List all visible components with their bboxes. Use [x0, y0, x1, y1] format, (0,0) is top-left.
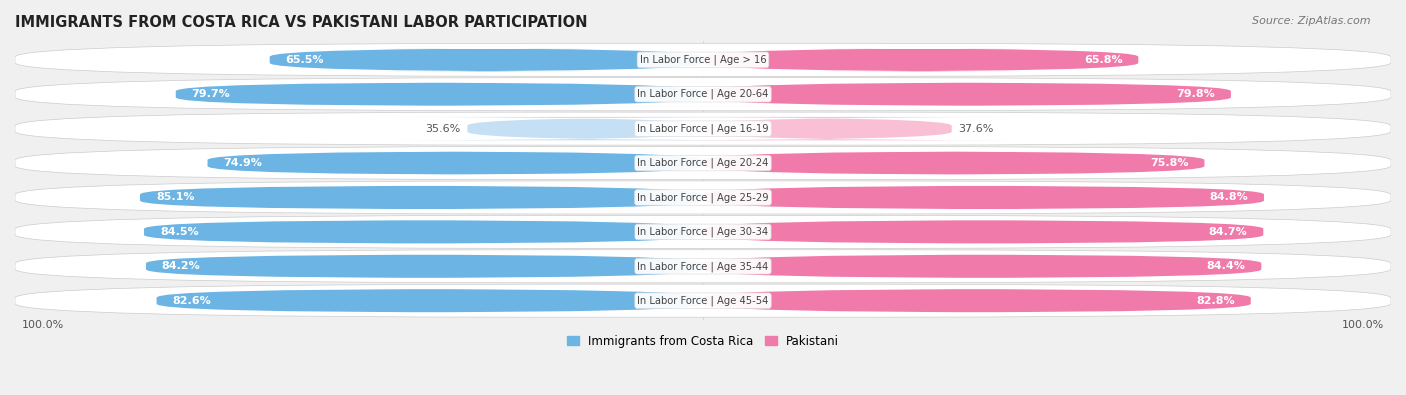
Text: 84.5%: 84.5%	[160, 227, 198, 237]
FancyBboxPatch shape	[208, 151, 703, 175]
Text: In Labor Force | Age 20-64: In Labor Force | Age 20-64	[637, 89, 769, 100]
FancyBboxPatch shape	[15, 284, 1391, 317]
FancyBboxPatch shape	[703, 220, 1264, 244]
Text: 84.2%: 84.2%	[162, 261, 201, 271]
Text: 84.7%: 84.7%	[1209, 227, 1247, 237]
Text: In Labor Force | Age 20-24: In Labor Force | Age 20-24	[637, 158, 769, 168]
FancyBboxPatch shape	[703, 255, 1261, 278]
Text: In Labor Force | Age 30-34: In Labor Force | Age 30-34	[637, 227, 769, 237]
FancyBboxPatch shape	[15, 250, 1391, 283]
FancyBboxPatch shape	[703, 289, 1251, 312]
FancyBboxPatch shape	[156, 289, 703, 312]
Text: Source: ZipAtlas.com: Source: ZipAtlas.com	[1253, 16, 1371, 26]
FancyBboxPatch shape	[373, 117, 799, 140]
Text: 100.0%: 100.0%	[21, 320, 63, 329]
Text: 75.8%: 75.8%	[1150, 158, 1188, 168]
FancyBboxPatch shape	[143, 220, 703, 244]
FancyBboxPatch shape	[15, 147, 1391, 180]
Text: In Labor Force | Age 25-29: In Labor Force | Age 25-29	[637, 192, 769, 203]
FancyBboxPatch shape	[146, 255, 703, 278]
FancyBboxPatch shape	[703, 48, 1139, 71]
Text: 82.8%: 82.8%	[1197, 296, 1234, 306]
Text: 100.0%: 100.0%	[1343, 320, 1385, 329]
Text: In Labor Force | Age > 16: In Labor Force | Age > 16	[640, 55, 766, 65]
FancyBboxPatch shape	[176, 83, 703, 106]
FancyBboxPatch shape	[15, 112, 1391, 145]
FancyBboxPatch shape	[703, 186, 1264, 209]
Text: In Labor Force | Age 35-44: In Labor Force | Age 35-44	[637, 261, 769, 271]
Text: 35.6%: 35.6%	[426, 124, 461, 134]
Text: 65.5%: 65.5%	[285, 55, 323, 65]
FancyBboxPatch shape	[141, 186, 703, 209]
Legend: Immigrants from Costa Rica, Pakistani: Immigrants from Costa Rica, Pakistani	[562, 330, 844, 353]
FancyBboxPatch shape	[15, 43, 1391, 76]
Text: 79.7%: 79.7%	[191, 89, 231, 99]
Text: 74.9%: 74.9%	[224, 158, 263, 168]
Text: 79.8%: 79.8%	[1177, 89, 1215, 99]
FancyBboxPatch shape	[15, 215, 1391, 248]
FancyBboxPatch shape	[703, 151, 1205, 175]
Text: In Labor Force | Age 16-19: In Labor Force | Age 16-19	[637, 123, 769, 134]
Text: In Labor Force | Age 45-54: In Labor Force | Age 45-54	[637, 295, 769, 306]
FancyBboxPatch shape	[270, 48, 703, 71]
Text: 65.8%: 65.8%	[1084, 55, 1122, 65]
Text: 37.6%: 37.6%	[959, 124, 994, 134]
FancyBboxPatch shape	[15, 78, 1391, 111]
Text: 84.8%: 84.8%	[1209, 192, 1249, 203]
Text: IMMIGRANTS FROM COSTA RICA VS PAKISTANI LABOR PARTICIPATION: IMMIGRANTS FROM COSTA RICA VS PAKISTANI …	[15, 15, 588, 30]
FancyBboxPatch shape	[621, 117, 1033, 140]
FancyBboxPatch shape	[703, 83, 1230, 106]
Text: 85.1%: 85.1%	[156, 192, 194, 203]
Text: 82.6%: 82.6%	[173, 296, 211, 306]
Text: 84.4%: 84.4%	[1206, 261, 1246, 271]
FancyBboxPatch shape	[15, 181, 1391, 214]
